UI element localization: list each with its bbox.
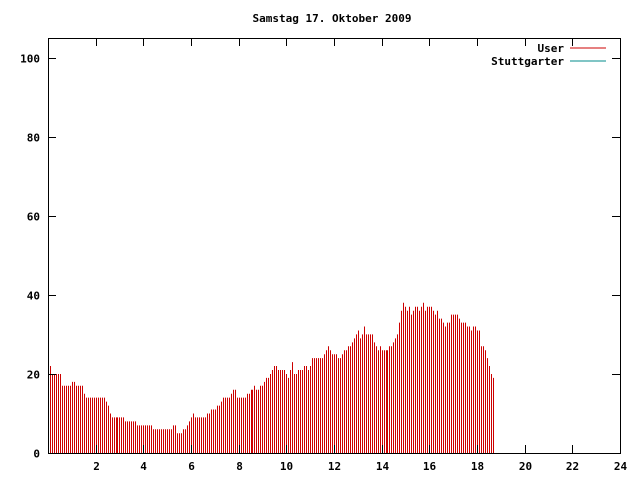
- x-tick-label: 6: [188, 460, 195, 473]
- y-tick-label: 0: [33, 448, 40, 461]
- x-tick-label: 18: [471, 460, 484, 473]
- x-tick-label: 4: [140, 460, 147, 473]
- x-tick-label: 10: [280, 460, 293, 473]
- chart-title: Samstag 17. Oktober 2009: [253, 12, 412, 25]
- y-tick-label: 40: [27, 290, 40, 303]
- legend-label-user: User: [538, 42, 565, 55]
- legend-label-stuttgarter: Stuttgarter: [491, 55, 564, 68]
- legend: User Stuttgarter: [491, 42, 606, 68]
- y-tick-label: 20: [27, 369, 40, 382]
- x-tick-label: 20: [519, 460, 532, 473]
- x-tick-label: 22: [566, 460, 579, 473]
- bar-group: [48, 302, 494, 453]
- x-tick-label: 16: [423, 460, 437, 473]
- y-tick-label: 100: [20, 53, 40, 66]
- x-tick-label: 2: [93, 460, 100, 473]
- x-tick-label: 14: [376, 460, 390, 473]
- x-tick-label: 8: [236, 460, 243, 473]
- x-tick-label: 12: [328, 460, 341, 473]
- x-tick-label: 24: [614, 460, 628, 473]
- y-tick-label: 80: [27, 132, 40, 145]
- y-tick-label: 60: [27, 211, 40, 224]
